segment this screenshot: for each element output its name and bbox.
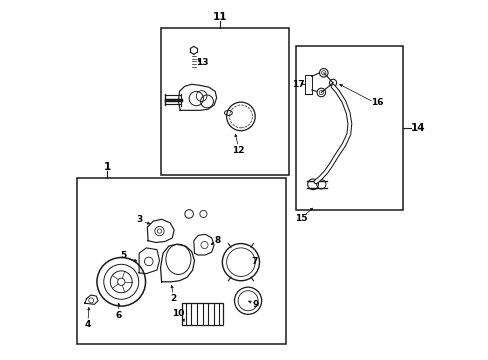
Bar bbox=[182, 303, 223, 325]
Text: 7: 7 bbox=[250, 257, 257, 266]
Text: 12: 12 bbox=[232, 146, 244, 155]
Text: 3: 3 bbox=[136, 215, 142, 224]
Text: 5: 5 bbox=[120, 251, 126, 260]
Text: 11: 11 bbox=[212, 12, 227, 22]
Text: 16: 16 bbox=[370, 98, 383, 107]
Bar bbox=[160, 28, 288, 175]
Text: 17: 17 bbox=[291, 80, 304, 89]
Text: 6: 6 bbox=[115, 311, 122, 320]
Text: 1: 1 bbox=[103, 162, 110, 172]
Text: 4: 4 bbox=[85, 320, 91, 329]
Text: 15: 15 bbox=[294, 214, 306, 223]
Text: 10: 10 bbox=[172, 310, 184, 319]
Text: 2: 2 bbox=[170, 294, 176, 303]
Text: 13: 13 bbox=[196, 58, 208, 67]
Bar bbox=[296, 46, 403, 210]
Bar bbox=[77, 178, 285, 344]
Text: 14: 14 bbox=[410, 123, 425, 133]
Text: 8: 8 bbox=[214, 236, 221, 245]
Text: 9: 9 bbox=[251, 300, 258, 309]
